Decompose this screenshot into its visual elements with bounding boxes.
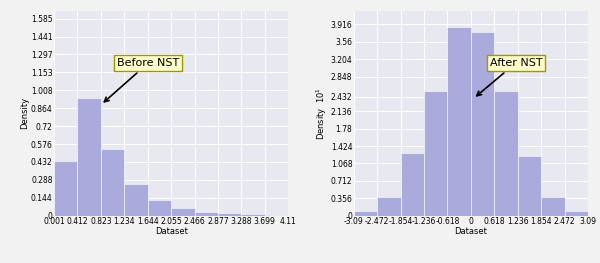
Bar bbox=[265, 215, 288, 216]
Bar bbox=[194, 212, 218, 216]
Bar bbox=[377, 197, 401, 216]
Bar bbox=[218, 213, 241, 216]
X-axis label: Dataset: Dataset bbox=[454, 227, 487, 236]
Bar bbox=[354, 211, 377, 216]
Y-axis label: Density: Density bbox=[20, 97, 29, 129]
Bar bbox=[494, 90, 518, 216]
Bar bbox=[101, 149, 124, 216]
Bar bbox=[565, 211, 588, 216]
Y-axis label: Density  $\mathregular{10^{1}}$: Density $\mathregular{10^{1}}$ bbox=[315, 87, 329, 140]
Bar bbox=[171, 208, 194, 216]
Bar bbox=[124, 184, 148, 216]
X-axis label: Dataset: Dataset bbox=[155, 227, 188, 236]
Bar bbox=[241, 214, 265, 216]
Bar bbox=[471, 32, 494, 216]
Bar bbox=[77, 98, 101, 216]
Bar bbox=[148, 200, 171, 216]
Bar bbox=[54, 160, 77, 216]
Bar bbox=[448, 27, 471, 216]
Bar bbox=[541, 197, 565, 216]
Bar bbox=[424, 91, 448, 216]
Bar bbox=[518, 156, 541, 216]
Text: After NST: After NST bbox=[477, 58, 542, 96]
Text: Before NST: Before NST bbox=[104, 58, 179, 102]
Bar bbox=[401, 153, 424, 216]
